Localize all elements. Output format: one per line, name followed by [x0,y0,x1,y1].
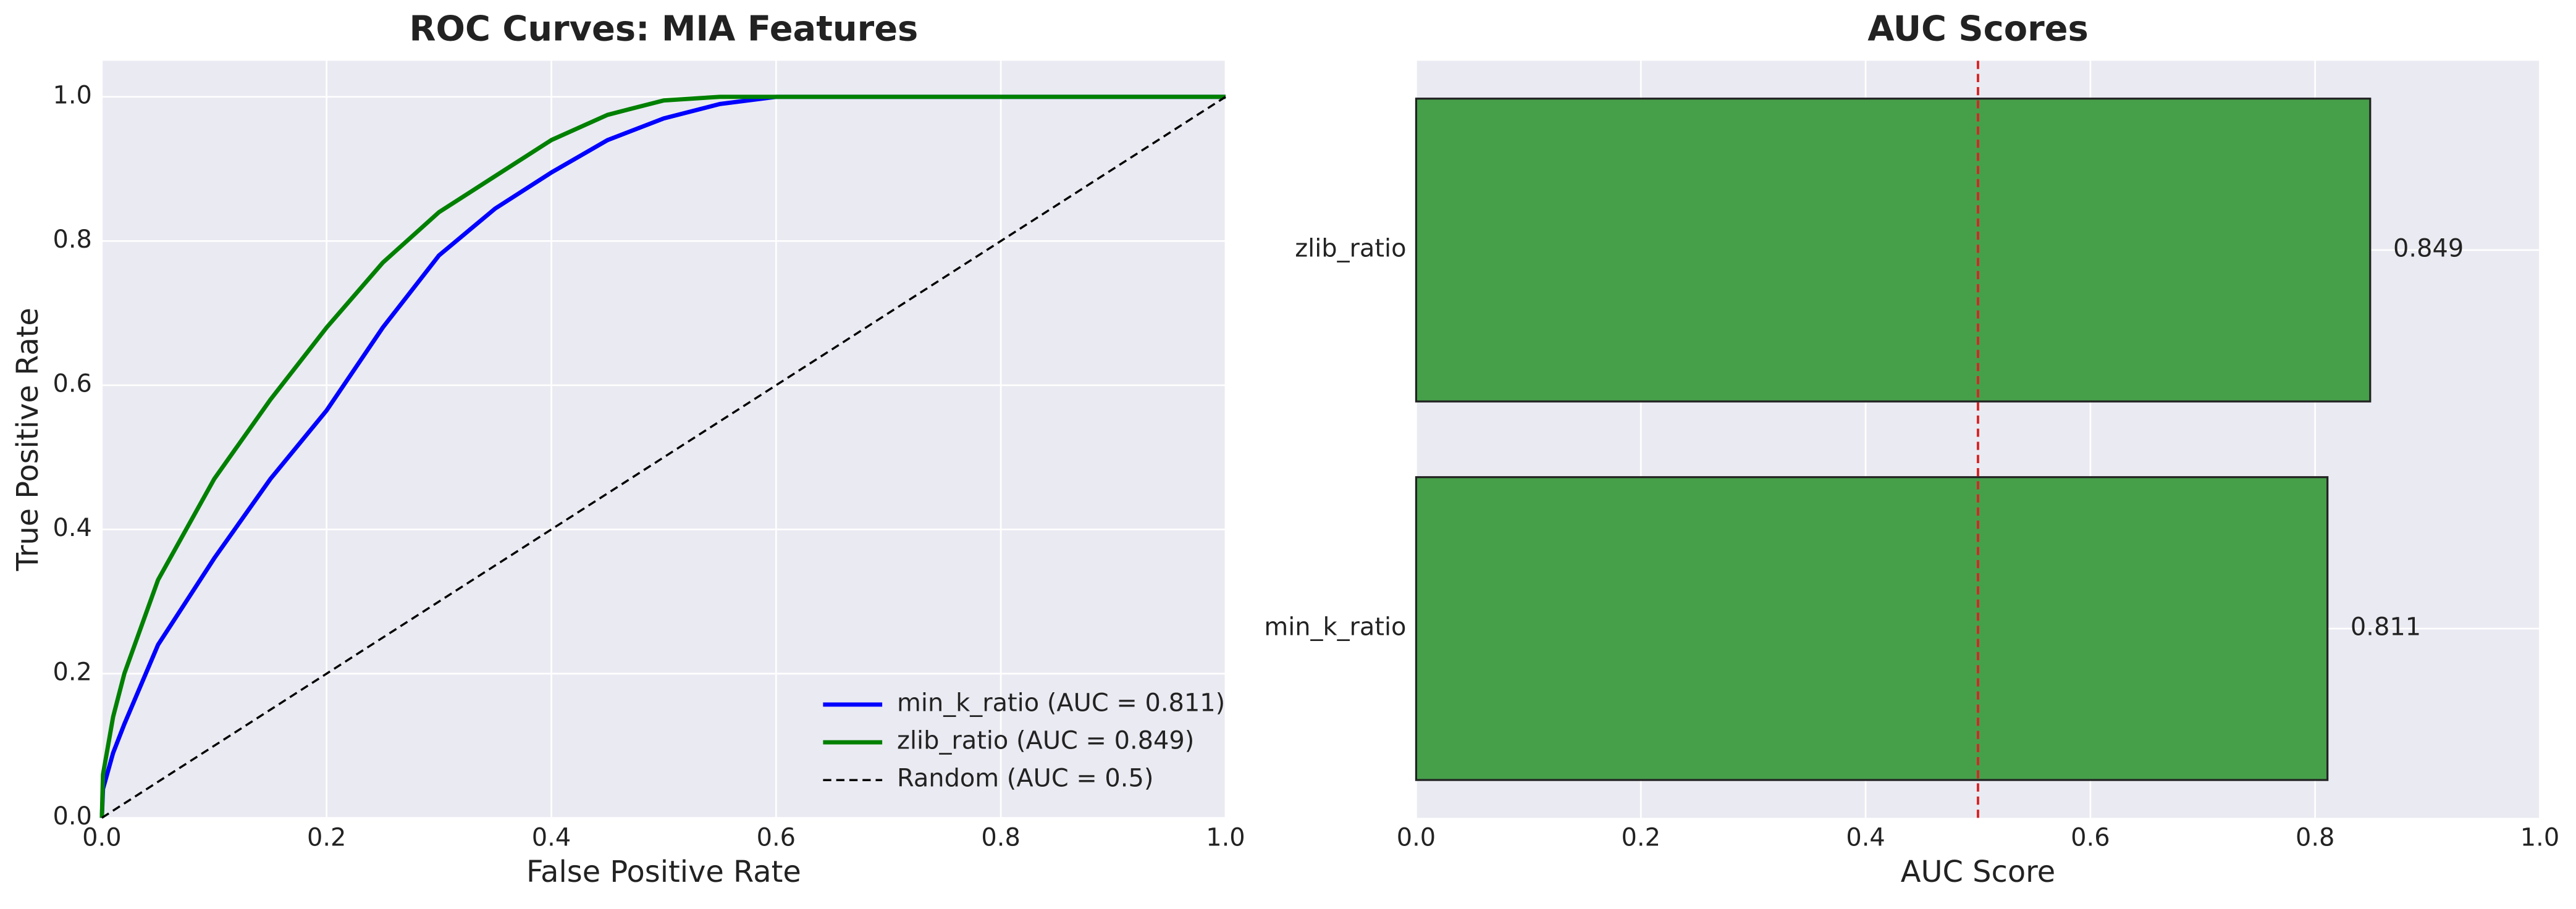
value-label: 0.811 [2351,613,2421,641]
x-tick-label: 0.8 [2296,823,2334,852]
x-axis-label: False Positive Rate [526,855,801,889]
y-tick-label: 0.4 [53,514,92,542]
y-tick-label: 0.0 [53,802,92,831]
y-tick-label: 1.0 [53,81,92,109]
legend-label: Random (AUC = 0.5) [897,764,1153,793]
x-tick-label: 0.4 [1846,823,1885,852]
x-tick-label: 0.2 [307,823,346,852]
x-axis-label: AUC Score [1901,855,2055,889]
x-tick-label: 1.0 [2520,823,2559,852]
value-label: 0.849 [2393,234,2464,262]
x-tick-label: 0.4 [532,823,571,852]
y-axis-label: True Positive Rate [11,308,45,571]
x-tick-label: 0.2 [1622,823,1661,852]
chart-title: AUC Scores [1867,9,2089,49]
x-tick-label: 0.6 [2071,823,2110,852]
x-tick-label: 1.0 [1206,823,1245,852]
x-tick-label: 0.0 [1397,823,1436,852]
y-tick-label: 0.8 [53,225,92,254]
x-tick-label: 0.8 [981,823,1020,852]
chart-title: ROC Curves: MIA Features [410,9,919,49]
legend-label: zlib_ratio (AUC = 0.849) [897,727,1194,755]
plot-area [101,61,1226,818]
bar [1415,98,2372,403]
y-tick-label: zlib_ratio [1295,234,1406,262]
y-tick-label: 0.6 [53,369,92,398]
legend-label: min_k_ratio (AUC = 0.811) [897,689,1225,717]
y-tick-label: min_k_ratio [1264,613,1406,641]
x-tick-label: 0.0 [82,823,121,852]
y-tick-label: 0.2 [53,658,92,686]
bar [1415,476,2329,781]
roc-curve [99,94,1226,818]
x-tick-label: 0.6 [757,823,796,852]
